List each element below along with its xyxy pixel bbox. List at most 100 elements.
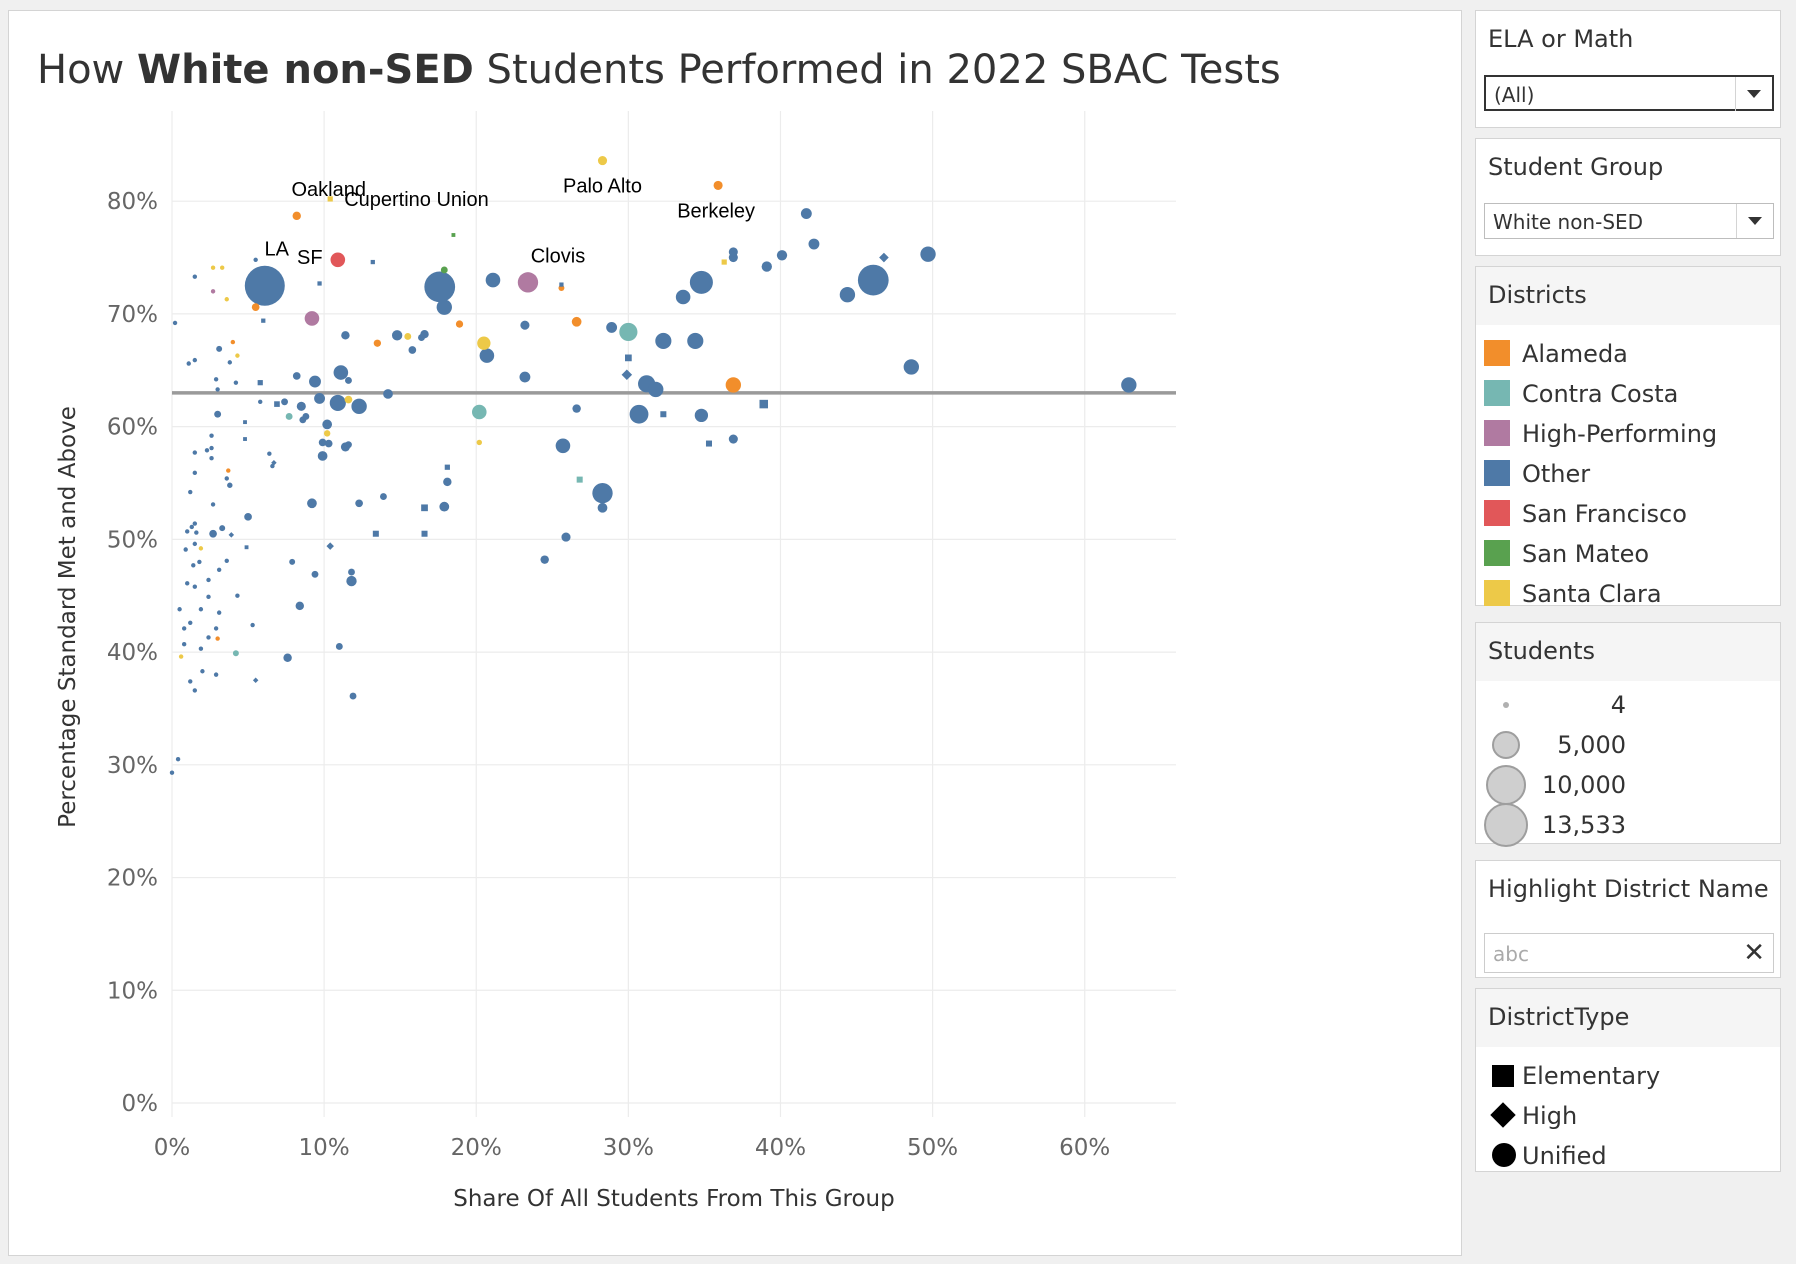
data-point-cupertino-union[interactable]	[327, 196, 333, 202]
data-point[interactable]	[761, 261, 772, 272]
data-point[interactable]	[194, 530, 199, 535]
legend-item-san-mateo[interactable]: San Mateo	[1484, 535, 1774, 571]
data-point[interactable]	[317, 451, 328, 461]
data-point[interactable]	[436, 299, 452, 315]
data-point[interactable]	[192, 470, 198, 476]
data-point[interactable]	[227, 482, 233, 488]
legend-item-santa-clara[interactable]: Santa Clara	[1484, 575, 1774, 611]
data-point[interactable]	[186, 361, 191, 366]
data-point[interactable]	[233, 380, 239, 385]
data-point[interactable]	[185, 529, 190, 534]
data-point[interactable]	[408, 346, 417, 354]
data-point[interactable]	[571, 316, 582, 327]
data-point[interactable]	[185, 581, 190, 586]
data-point[interactable]	[198, 546, 204, 551]
data-point[interactable]	[304, 311, 320, 326]
data-point[interactable]	[224, 297, 229, 302]
data-point[interactable]	[380, 493, 387, 500]
data-point[interactable]	[244, 512, 252, 521]
data-point-oakland[interactable]	[292, 211, 301, 221]
data-point[interactable]	[326, 542, 334, 550]
legend-item-contra-costa[interactable]: Contra Costa	[1484, 375, 1774, 411]
data-point[interactable]	[307, 498, 317, 509]
data-point[interactable]	[169, 770, 175, 775]
data-point[interactable]	[209, 529, 217, 538]
data-point[interactable]	[227, 360, 233, 365]
data-point[interactable]	[322, 419, 333, 430]
data-point[interactable]	[629, 404, 649, 424]
data-point[interactable]	[188, 679, 193, 684]
data-point[interactable]	[289, 558, 296, 565]
data-point[interactable]	[206, 594, 211, 600]
data-point[interactable]	[251, 303, 260, 311]
data-point[interactable]	[728, 247, 738, 257]
data-point[interactable]	[728, 434, 738, 444]
data-point[interactable]	[355, 499, 363, 508]
type-legend-item-unified[interactable]: Unified	[1484, 1137, 1774, 1173]
data-point[interactable]	[285, 413, 293, 420]
data-point[interactable]	[302, 413, 310, 420]
data-point[interactable]	[808, 238, 820, 250]
data-point[interactable]	[705, 440, 712, 447]
data-point[interactable]	[687, 332, 704, 350]
data-point[interactable]	[694, 408, 709, 423]
data-point[interactable]	[243, 437, 247, 441]
data-point[interactable]	[572, 404, 581, 413]
legend-item-other[interactable]: Other	[1484, 455, 1774, 491]
close-icon[interactable]: ✕	[1743, 938, 1765, 968]
type-legend-item-elementary[interactable]: Elementary	[1484, 1057, 1774, 1093]
data-point-palo-alto[interactable]	[597, 156, 608, 166]
data-point[interactable]	[314, 393, 325, 404]
data-point[interactable]	[592, 482, 613, 504]
data-point[interactable]	[800, 208, 812, 220]
data-point[interactable]	[296, 401, 306, 411]
data-point[interactable]	[318, 438, 327, 447]
data-point[interactable]	[391, 330, 403, 341]
data-point[interactable]	[216, 567, 222, 572]
data-point[interactable]	[181, 626, 187, 631]
data-point[interactable]	[648, 381, 664, 398]
data-point[interactable]	[333, 365, 349, 380]
data-point[interactable]	[253, 257, 258, 262]
data-point[interactable]	[216, 345, 223, 352]
data-point[interactable]	[559, 282, 564, 287]
data-point[interactable]	[235, 353, 240, 358]
data-point[interactable]	[383, 389, 393, 399]
data-point[interactable]	[1121, 377, 1137, 393]
data-point[interactable]	[519, 371, 531, 383]
data-point[interactable]	[209, 433, 214, 438]
data-point[interactable]	[188, 620, 193, 625]
data-point[interactable]	[451, 233, 456, 237]
data-point[interactable]	[721, 259, 727, 265]
data-point[interactable]	[232, 650, 239, 657]
data-point[interactable]	[224, 476, 229, 481]
data-point[interactable]	[215, 636, 220, 641]
data-point[interactable]	[344, 395, 353, 404]
data-point[interactable]	[192, 521, 198, 526]
data-point[interactable]	[206, 577, 211, 583]
student-group-dropdown[interactable]: White non-SED	[1484, 203, 1774, 239]
data-point[interactable]	[477, 336, 491, 350]
data-point[interactable]	[261, 318, 266, 323]
data-point[interactable]	[183, 547, 188, 552]
data-point[interactable]	[191, 563, 196, 568]
data-point[interactable]	[606, 321, 618, 333]
data-point[interactable]	[243, 420, 247, 425]
data-point[interactable]	[561, 532, 571, 542]
data-point[interactable]	[188, 489, 193, 495]
data-point[interactable]	[214, 410, 222, 418]
data-point[interactable]	[335, 643, 343, 650]
data-point[interactable]	[189, 524, 194, 530]
data-point[interactable]	[455, 320, 464, 328]
data-point[interactable]	[216, 610, 222, 615]
legend-item-high-performing[interactable]: High-Performing	[1484, 415, 1774, 451]
data-point[interactable]	[370, 259, 375, 265]
data-point[interactable]	[660, 411, 667, 418]
data-point[interactable]	[204, 448, 210, 453]
data-point[interactable]	[210, 289, 216, 294]
data-point[interactable]	[879, 252, 889, 263]
data-point[interactable]	[271, 459, 277, 466]
data-point[interactable]	[839, 287, 856, 303]
data-point[interactable]	[725, 377, 742, 393]
highlight-search-input[interactable]	[1491, 938, 1735, 970]
